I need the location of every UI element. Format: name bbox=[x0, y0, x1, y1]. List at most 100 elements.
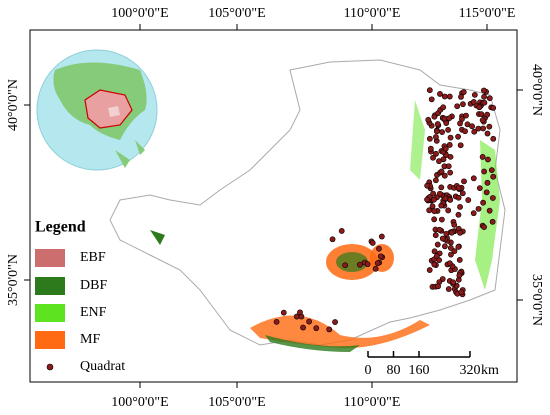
quadrat-point bbox=[456, 272, 463, 279]
quadrat-point bbox=[488, 167, 495, 174]
legend-swatch bbox=[35, 249, 65, 267]
legend-title: Legend bbox=[35, 219, 86, 236]
quadrat-point bbox=[428, 96, 435, 103]
quadrat-point bbox=[451, 248, 458, 255]
quadrat-point bbox=[481, 168, 488, 175]
quadrat-point bbox=[431, 196, 437, 203]
scale-label: 160 bbox=[409, 363, 430, 378]
quadrat-point bbox=[430, 154, 436, 161]
quadrat-point bbox=[364, 261, 371, 268]
quadrat-point bbox=[431, 208, 438, 215]
quadrat-point bbox=[446, 93, 453, 100]
quadrat-point bbox=[424, 196, 430, 203]
quadrat-point bbox=[436, 226, 443, 233]
quadrat-point bbox=[342, 262, 349, 269]
quadrat-point bbox=[445, 286, 452, 292]
quadrat-point bbox=[455, 185, 462, 192]
quadrat-point bbox=[440, 104, 447, 111]
quadrat-point bbox=[457, 229, 463, 236]
scale-label: 320 bbox=[460, 363, 481, 378]
quadrat-point bbox=[300, 324, 306, 331]
quadrat-point bbox=[481, 87, 487, 94]
right-coordinate-label: 35°0'0"N bbox=[529, 274, 544, 326]
quadrat-point bbox=[490, 135, 497, 142]
quadrat-point bbox=[458, 94, 464, 100]
quadrat-point bbox=[479, 117, 486, 124]
left-coordinate-label: 40°0'0"N bbox=[6, 79, 21, 131]
quadrat-point bbox=[374, 260, 381, 267]
quadrat-point bbox=[484, 179, 491, 186]
quadrat-point bbox=[426, 135, 433, 142]
tick-marks bbox=[24, 24, 523, 388]
top-coordinate-label: 105°0'0"E bbox=[208, 6, 265, 21]
quadrat-point bbox=[447, 196, 454, 203]
quadrat-point bbox=[426, 87, 433, 94]
quadrat-point bbox=[445, 126, 451, 133]
scale-unit: km bbox=[481, 363, 499, 378]
quadrat-point bbox=[490, 173, 497, 180]
top-coordinate-label: 110°0'0"E bbox=[344, 6, 401, 21]
quadrat-point bbox=[485, 156, 491, 163]
quadrat-point bbox=[481, 224, 487, 230]
quadrat-point bbox=[489, 218, 496, 225]
quadrat-point bbox=[445, 207, 452, 214]
quadrat-point bbox=[455, 133, 461, 140]
quadrat-point bbox=[445, 163, 452, 170]
quadrat-point bbox=[457, 120, 463, 127]
quadrat-point bbox=[436, 190, 443, 197]
quadrat-point bbox=[280, 309, 287, 316]
quadrat-point bbox=[479, 154, 486, 160]
quadrat-point bbox=[484, 111, 491, 118]
quadrat-point bbox=[434, 121, 441, 127]
quadrat-point bbox=[376, 245, 382, 252]
quadrat-point bbox=[436, 257, 443, 264]
quadrat-point bbox=[329, 236, 336, 243]
top-coordinate-label: 115°0'0"E bbox=[459, 6, 516, 21]
quadrat-point bbox=[441, 93, 448, 100]
quadrat-point bbox=[447, 153, 454, 160]
quadrat-point bbox=[455, 194, 462, 201]
quadrat-point bbox=[462, 128, 468, 135]
quadrat-point bbox=[458, 289, 465, 296]
quadrat-point bbox=[435, 283, 441, 290]
quadrat-point bbox=[460, 101, 466, 108]
quadrat-point bbox=[455, 244, 462, 250]
quadrat-point bbox=[433, 134, 439, 140]
quadrat-point bbox=[481, 93, 487, 100]
quadrat-point bbox=[372, 265, 379, 272]
quadrat-point bbox=[480, 125, 487, 132]
quadrat-point bbox=[426, 267, 433, 273]
quadrat-point bbox=[437, 91, 443, 97]
quadrat-point bbox=[447, 134, 454, 141]
quadrat-point bbox=[369, 240, 376, 246]
quadrat-point bbox=[426, 207, 433, 214]
quadrat-point bbox=[470, 210, 477, 217]
quadrat-point bbox=[470, 175, 477, 182]
quadrat-point bbox=[464, 121, 471, 128]
top-coordinate-label: 100°0'0"E bbox=[111, 6, 168, 21]
quadrat-point bbox=[461, 178, 467, 185]
quadrat-point bbox=[447, 245, 454, 251]
legend-swatch bbox=[35, 304, 65, 322]
scale-label: 80 bbox=[387, 363, 401, 378]
left-coordinate-label: 35°0'0"N bbox=[6, 254, 21, 306]
legend-swatch bbox=[35, 331, 65, 349]
legend-point bbox=[46, 363, 54, 371]
quadrat-point bbox=[438, 202, 445, 209]
quadrat-point bbox=[430, 190, 437, 197]
quadrat-point bbox=[484, 130, 491, 137]
quadrat-point bbox=[431, 248, 438, 255]
quadrat-point bbox=[306, 318, 313, 325]
bottom-coordinate-label: 110°0'0"E bbox=[344, 395, 401, 410]
legend-label: ENF bbox=[80, 305, 107, 320]
quadrat-point bbox=[460, 89, 467, 95]
quadrat-point bbox=[427, 145, 434, 152]
quadrat-point bbox=[451, 221, 458, 228]
quadrat-point bbox=[447, 169, 454, 176]
quadrat-point bbox=[486, 207, 493, 214]
quadrat-point bbox=[431, 261, 438, 268]
quadrat-point bbox=[297, 309, 303, 316]
quadrat-point bbox=[486, 123, 493, 130]
quadrat-point bbox=[448, 229, 455, 236]
